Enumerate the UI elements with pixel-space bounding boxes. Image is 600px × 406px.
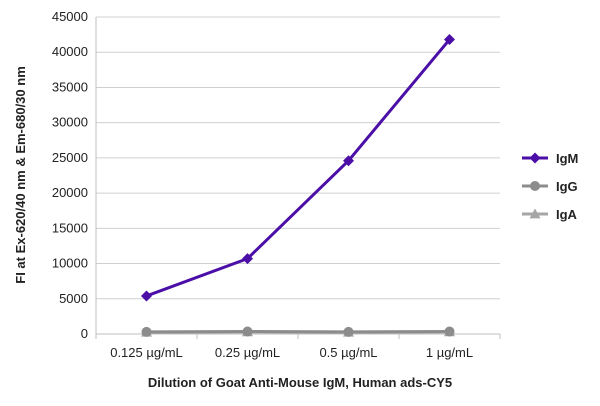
tick-labels: 0 5000 10000 15000 20000 25000 30000 35000 40000… [52, 9, 473, 360]
legend-marker-igg [530, 181, 540, 191]
data-point-igg [343, 326, 354, 337]
y-tick-label: 15000 [52, 220, 88, 235]
data-point-igg [141, 326, 152, 337]
data-point-igm [343, 155, 354, 167]
legend-label-igm: IgM [556, 151, 578, 166]
legend: IgM IgG IgA [522, 151, 578, 222]
y-tick-label: 40000 [52, 44, 88, 59]
legend-label-iga: IgA [556, 207, 578, 222]
x-axis-title: Dilution of Goat Anti-Mouse IgM, Human a… [148, 375, 452, 390]
gridlines [96, 16, 500, 300]
data-point-igg [444, 326, 455, 337]
data-point-igm [242, 253, 253, 265]
y-tick-label: 45000 [52, 9, 88, 24]
data-point-igm [141, 290, 152, 302]
legend-label-igg: IgG [556, 179, 578, 194]
x-tick-label: 0.5 µg/mL [319, 345, 377, 360]
series-line-igm [145, 38, 451, 298]
y-tick-label: 20000 [52, 185, 88, 200]
y-tick-label: 25000 [52, 150, 88, 165]
y-tick-label: 30000 [52, 115, 88, 130]
x-tick-label: 1 µg/mL [426, 345, 473, 360]
data-point-igg [242, 326, 253, 337]
y-tick-label: 10000 [52, 256, 88, 271]
markers-group [141, 34, 455, 337]
data-point-igm [444, 34, 455, 46]
x-tick-label: 0.25 µg/mL [215, 345, 280, 360]
y-tick-label: 0 [81, 326, 88, 341]
legend-marker-igm [529, 152, 541, 164]
y-axis-title: FI at Ex-620/40 nm & Em-680/30 nm [13, 66, 28, 283]
series-group [145, 38, 451, 334]
legend-marker-iga [529, 208, 541, 219]
y-tick-label: 5000 [59, 291, 88, 306]
x-tick-label: 0.125 µg/mL [110, 345, 183, 360]
axes [95, 17, 501, 339]
y-tick-label: 35000 [52, 79, 88, 94]
